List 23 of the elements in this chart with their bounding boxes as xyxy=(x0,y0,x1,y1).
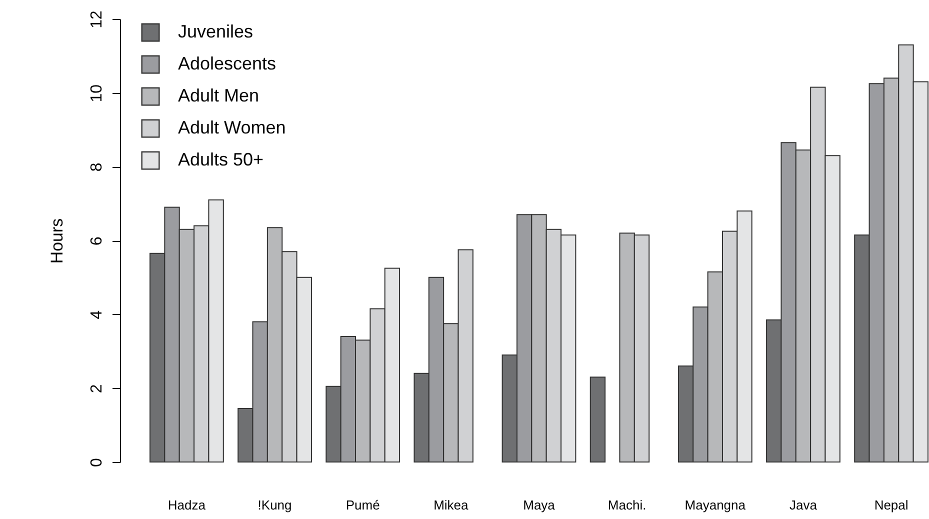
legend-label: Adult Women xyxy=(178,118,286,138)
y-tick-label: 0 xyxy=(88,458,106,467)
y-tick-label: 2 xyxy=(88,384,106,394)
bar xyxy=(590,376,606,462)
x-tick-label: Hadza xyxy=(168,498,206,512)
legend-label: Adults 50+ xyxy=(178,150,264,170)
y-tick-label: 8 xyxy=(88,162,106,172)
x-tick-label: Machi. xyxy=(608,498,646,512)
legend-label: Adult Men xyxy=(178,86,260,106)
x-tick-label: Maya xyxy=(523,498,556,512)
legend-label: Adolescents xyxy=(178,54,276,74)
x-tick-label: Java xyxy=(789,498,818,512)
legend-label: Juveniles xyxy=(178,22,254,42)
x-tick-label: Pumé xyxy=(346,498,380,512)
y-axis-title: Hours xyxy=(48,218,66,264)
y-tick-label: 4 xyxy=(88,310,106,320)
x-tick-label: !Kung xyxy=(258,498,292,512)
y-tick-label: 12 xyxy=(88,10,106,28)
y-tick-label: 6 xyxy=(88,236,106,246)
x-tick-label: Nepal xyxy=(874,498,908,512)
x-tick-label: Mayangna xyxy=(684,498,746,512)
y-tick-label: 10 xyxy=(88,84,106,102)
x-tick-label: Mikea xyxy=(434,498,470,512)
